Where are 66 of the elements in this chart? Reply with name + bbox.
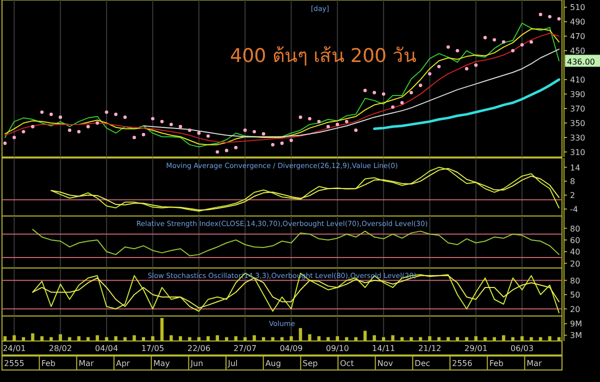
x-tick-label: 06/03 bbox=[510, 344, 534, 353]
text: 2556 bbox=[452, 359, 472, 368]
annotation: 436.00 bbox=[567, 57, 595, 66]
y-tick-label: 9M bbox=[570, 320, 582, 329]
text: Feb bbox=[41, 359, 56, 368]
x-tick-label: 27/07 bbox=[234, 344, 257, 353]
x-tick-label: 17/05 bbox=[141, 344, 164, 353]
y-tick-label: 450 bbox=[570, 46, 586, 56]
x-tick-label: 24/01 bbox=[2, 344, 26, 353]
bar bbox=[12, 335, 16, 341]
x-tick-label: 28/02 bbox=[48, 344, 72, 353]
text: May bbox=[153, 359, 170, 368]
y-tick-label: 8 bbox=[570, 177, 576, 186]
y-tick-label: 20 bbox=[570, 259, 580, 268]
y-tick-label: 490 bbox=[570, 18, 586, 27]
y-tick-label: 3M bbox=[570, 331, 582, 340]
bar bbox=[308, 334, 312, 341]
bar bbox=[391, 335, 394, 341]
y-tick-label: -4 bbox=[570, 205, 578, 214]
text: Oct bbox=[340, 359, 354, 368]
y-tick-label: 50 bbox=[570, 290, 580, 300]
bar bbox=[114, 336, 118, 341]
y-tick-label: 40 bbox=[570, 248, 580, 257]
text: Jun bbox=[190, 359, 204, 368]
y-tick-label: 350 bbox=[570, 118, 586, 128]
text: Sep bbox=[302, 359, 318, 368]
y-tick-label: 80 bbox=[570, 224, 580, 234]
y-tick-label: 510 bbox=[570, 3, 586, 12]
annotation: 400 ต้นๆ เส้น 200 วัน bbox=[230, 45, 417, 67]
text: Nov bbox=[377, 359, 394, 368]
x-tick-label: 04/09 bbox=[280, 344, 303, 353]
x-tick-label: 04/04 bbox=[95, 344, 118, 353]
y-tick-label: 14 bbox=[570, 163, 580, 172]
y-tick-label: 370 bbox=[570, 104, 586, 114]
bar bbox=[160, 318, 164, 341]
text: Mar bbox=[78, 359, 94, 368]
bar bbox=[96, 335, 99, 341]
bar bbox=[372, 335, 376, 341]
bar bbox=[132, 335, 136, 341]
text: Jul bbox=[227, 359, 238, 368]
x-tick-label: 22/06 bbox=[187, 344, 210, 353]
bar bbox=[298, 328, 302, 341]
y-tick-label: 60 bbox=[570, 236, 580, 245]
bar bbox=[170, 335, 173, 341]
text: 2555 bbox=[4, 359, 24, 368]
y-tick-label: 80 bbox=[570, 276, 580, 286]
line-series bbox=[373, 78, 560, 130]
x-tick-label: 14/11 bbox=[372, 344, 396, 353]
y-tick-label: 20 bbox=[570, 304, 580, 314]
y-tick-label: 2 bbox=[570, 191, 576, 200]
y-tick-label: 330 bbox=[570, 133, 586, 142]
y-tick-label: 310 bbox=[570, 148, 586, 157]
x-tick-label: 09/10 bbox=[326, 344, 349, 353]
text: Mar bbox=[526, 359, 542, 368]
text: Feb bbox=[489, 359, 504, 368]
y-tick-label: 390 bbox=[570, 90, 586, 100]
text: Aug bbox=[265, 359, 281, 368]
y-tick-label: 470 bbox=[570, 32, 586, 42]
line-series bbox=[32, 228, 560, 256]
text: Dec bbox=[414, 359, 430, 368]
y-tick-label: 410 bbox=[570, 76, 586, 85]
x-tick-label: 29/01 bbox=[464, 344, 488, 353]
bar bbox=[252, 335, 256, 341]
text: Apr bbox=[116, 359, 131, 368]
x-tick-label: 21/12 bbox=[418, 344, 442, 353]
bar bbox=[31, 333, 34, 341]
